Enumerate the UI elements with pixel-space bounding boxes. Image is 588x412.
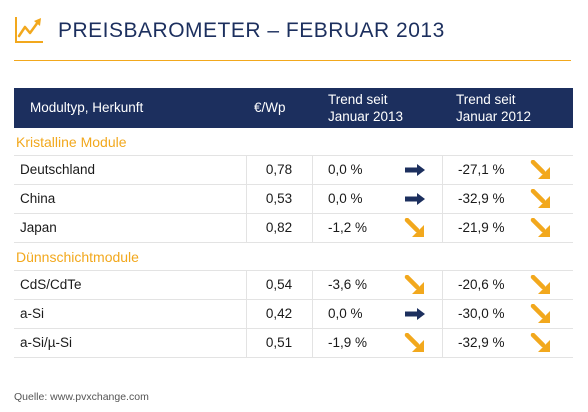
header-trend-2012-line1: Trend seit [456,92,516,107]
category-header: Dünnschichtmodule [14,243,573,271]
source-note: Quelle: www.pvxchange.com [14,391,149,403]
cell-modultyp: a-Si/µ-Si [20,335,73,350]
category-header: Kristalline Module [14,128,573,156]
arrow-down-right-icon [530,304,550,323]
table-row: CdS/CdTe 0,54 -3,6 % -20,6 % [14,271,573,300]
cell-modultyp: Deutschland [20,162,96,177]
cell-modultyp: CdS/CdTe [20,277,82,292]
column-divider [246,156,247,184]
arrow-right-icon [405,308,425,320]
column-divider [246,271,247,299]
arrow-down-right-icon [530,189,550,208]
cell-trend-2013: -1,2 % [328,220,368,235]
table-row: China 0,53 0,0 % -32,9 % [14,185,573,214]
header-trend-2013-line1: Trend seit [328,92,388,107]
column-divider [312,329,313,357]
table-body: Kristalline Module Deutschland 0,78 0,0 % -2… [14,128,573,358]
column-divider [246,214,247,242]
cell-trend-2013: -3,6 % [328,277,368,292]
cell-price: 0,51 [265,335,293,350]
table-row: a-Si/µ-Si 0,51 -1,9 % -32,9 % [14,329,573,358]
trend-chart-logo-icon [15,17,43,43]
header-trend-2012-line2: Januar 2012 [456,109,532,124]
header-modultyp: Modultyp, Herkunft [30,100,144,115]
arrow-right-icon [405,164,425,176]
column-divider [442,185,443,213]
arrow-down-right-icon [404,218,424,237]
column-divider [312,300,313,328]
table-header: Modultyp, Herkunft €/Wp Trend seit Janua… [14,88,573,128]
cell-price: 0,42 [265,306,293,321]
column-divider [442,214,443,242]
cell-trend-2013: 0,0 % [328,191,363,206]
cell-price: 0,53 [265,191,293,206]
cell-trend-2013: -1,9 % [328,335,368,350]
table-row: Japan 0,82 -1,2 % -21,9 % [14,214,573,243]
price-table: Modultyp, Herkunft €/Wp Trend seit Janua… [14,88,573,358]
arrow-down-right-icon [530,275,550,294]
column-divider [246,300,247,328]
arrow-down-right-icon [530,333,550,352]
cell-trend-2012: -21,9 % [458,220,505,235]
column-divider [246,185,247,213]
column-divider [312,271,313,299]
arrow-down-right-icon [530,218,550,237]
column-divider [312,156,313,184]
column-divider [442,156,443,184]
page-title: PREISBAROMETER – FEBRUAR 2013 [58,19,445,42]
cell-trend-2012: -27,1 % [458,162,505,177]
column-divider [442,271,443,299]
cell-trend-2012: -20,6 % [458,277,505,292]
cell-price: 0,82 [265,220,293,235]
column-divider [312,214,313,242]
table-row: Deutschland 0,78 0,0 % -27,1 % [14,156,573,185]
cell-price: 0,78 [265,162,293,177]
table-row: a-Si 0,42 0,0 % -30,0 % [14,300,573,329]
header-trend-2013: Trend seit Januar 2013 [328,91,403,125]
arrow-down-right-icon [404,275,424,294]
arrow-down-right-icon [404,333,424,352]
cell-trend-2013: 0,0 % [328,162,363,177]
column-divider [442,300,443,328]
arrow-right-icon [405,193,425,205]
column-divider [442,329,443,357]
cell-modultyp: a-Si [20,306,45,321]
header-price: €/Wp [254,100,286,115]
cell-trend-2012: -30,0 % [458,306,505,321]
column-divider [246,329,247,357]
title-divider [14,60,571,61]
cell-modultyp: China [20,191,56,206]
cell-trend-2013: 0,0 % [328,306,363,321]
cell-trend-2012: -32,9 % [458,335,505,350]
column-divider [312,185,313,213]
header-trend-2013-line2: Januar 2013 [328,109,404,124]
arrow-down-right-icon [530,160,550,179]
header-trend-2012: Trend seit Januar 2012 [456,91,531,125]
cell-price: 0,54 [265,277,293,292]
cell-trend-2012: -32,9 % [458,191,505,206]
cell-modultyp: Japan [20,220,57,235]
